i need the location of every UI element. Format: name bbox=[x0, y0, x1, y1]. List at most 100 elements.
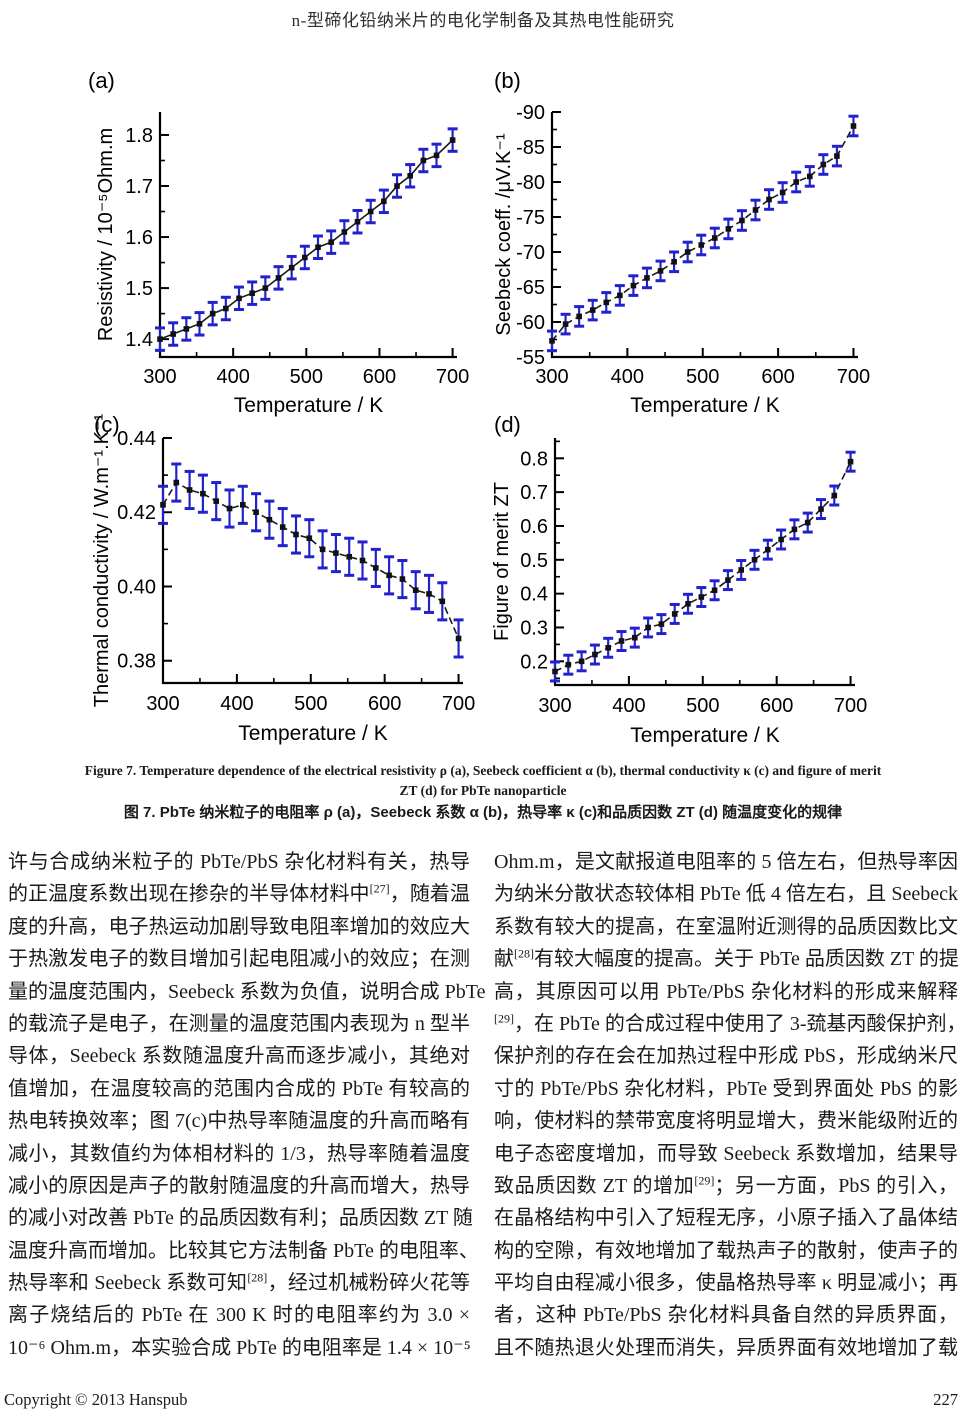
x-tick-label: 300 bbox=[143, 366, 176, 388]
data-point-marker bbox=[367, 208, 374, 215]
data-point-marker bbox=[266, 516, 273, 523]
data-point-marker bbox=[346, 553, 353, 560]
data-point-marker bbox=[778, 536, 784, 543]
data-point-marker bbox=[449, 137, 456, 143]
data-point-marker bbox=[381, 198, 387, 205]
body-text-line: 导体，Seebeck 系数随温度升高而逐步减小，其绝对 bbox=[8, 1045, 470, 1068]
figure-caption: Figure 7. Temperature dependence of the … bbox=[0, 761, 966, 824]
y-tick-label: 0.40 bbox=[117, 576, 156, 598]
data-point-marker bbox=[603, 299, 610, 306]
body-column-left: 许与合成纳米粒子的 PbTe/PbS 杂化材料有关，热导 的正温度系数出现在掺杂的… bbox=[8, 846, 486, 1364]
data-point-marker bbox=[354, 218, 361, 225]
y-tick-label: 0.7 bbox=[520, 482, 548, 504]
y-tick-label: -75 bbox=[516, 207, 545, 229]
data-point-marker bbox=[850, 123, 857, 129]
x-tick-label: 300 bbox=[146, 693, 179, 715]
x-tick-label: 700 bbox=[837, 366, 870, 388]
data-point-marker bbox=[658, 621, 665, 627]
data-line bbox=[162, 481, 460, 639]
data-point-marker bbox=[630, 282, 637, 289]
data-point-marker bbox=[698, 594, 705, 600]
data-point-marker bbox=[293, 531, 299, 538]
body-text-line: 减小的原因是声子的散射随温度的升高而增大，热导 bbox=[8, 1174, 470, 1197]
data-point-marker bbox=[576, 313, 582, 320]
data-point-marker bbox=[592, 651, 598, 658]
data-point-marker bbox=[671, 259, 677, 265]
footer-copyright: Copyright © 2013 Hanspub bbox=[4, 1390, 188, 1409]
data-point-marker bbox=[226, 505, 233, 512]
data-point-marker bbox=[407, 173, 413, 179]
panel-label: (a) bbox=[88, 68, 115, 93]
data-point-marker bbox=[183, 326, 190, 332]
x-tick-label: 600 bbox=[368, 693, 401, 715]
body-text-line: 且不随热退火处理而消失，异质界面有效地增加了载 bbox=[494, 1336, 958, 1359]
y-tick-label: -70 bbox=[516, 242, 545, 264]
body-text-line: 者，这种 PbTe/PbS 杂化材料具备自然的异质界面， bbox=[494, 1304, 958, 1327]
data-point-marker bbox=[373, 565, 379, 571]
data-point-marker bbox=[420, 157, 427, 164]
data-point-marker bbox=[549, 338, 555, 344]
body-text-line: 为纳米分散状态较体相 PbTe 低 4 倍左右，且 Seebeck bbox=[494, 883, 958, 906]
x-tick-label: 600 bbox=[363, 366, 396, 388]
x-tick-label: 700 bbox=[436, 366, 469, 388]
y-tick-label: 0.5 bbox=[520, 550, 548, 572]
data-point-marker bbox=[793, 179, 799, 185]
x-tick-label: 500 bbox=[294, 693, 327, 715]
y-tick-label: -60 bbox=[516, 312, 545, 334]
caption-line-en-1: Figure 7. Temperature dependence of the … bbox=[84, 763, 882, 778]
y-tick-label: -55 bbox=[516, 347, 545, 369]
data-point-marker bbox=[262, 285, 269, 291]
data-point-marker bbox=[240, 502, 246, 508]
data-point-marker bbox=[200, 490, 206, 497]
body-text-line: 热导率和 Seebeck 系数可知[28]，经过机械粉碎火花等 bbox=[8, 1270, 470, 1295]
data-point-marker bbox=[279, 524, 286, 530]
data-point-marker bbox=[685, 600, 691, 607]
panel-label: (d) bbox=[494, 412, 521, 437]
paper-title: n-型碲化铅纳米片的电化学制备及其热电性能研究 bbox=[291, 11, 675, 30]
axis-lines bbox=[553, 438, 855, 687]
data-point-marker bbox=[618, 638, 625, 644]
chart-a: (a) 300 400 500 600 700 1.4 1.5 1.6 1.7 1.8 Tempera… bbox=[88, 68, 469, 417]
body-text-line: 量的温度范围内，Seebeck 系数为负值，说明合成 PbTe bbox=[8, 980, 486, 1003]
data-point-marker bbox=[711, 587, 718, 594]
data-point-marker bbox=[213, 498, 220, 504]
data-point-marker bbox=[160, 502, 166, 508]
data-point-marker bbox=[578, 658, 585, 665]
x-axis-title: Temperature / K bbox=[234, 394, 383, 417]
footer-page-number: 227 bbox=[933, 1390, 958, 1409]
body-text-line: 构的空隙，有效地增加了载热声子的散射，使声子的 bbox=[494, 1239, 958, 1262]
data-point-marker bbox=[831, 492, 838, 499]
data-point-marker bbox=[657, 268, 664, 274]
data-point-marker bbox=[394, 183, 400, 189]
data-point-marker bbox=[170, 331, 176, 337]
data-point-marker bbox=[455, 635, 462, 642]
data-point-marker bbox=[439, 598, 446, 605]
body-text-line: 系数有较大的提高，在室温附近测得的品质因数比文 bbox=[494, 915, 958, 938]
body-text-line: 的载流子是电子，在测量的温度范围内表现为 n 型半 bbox=[8, 1012, 470, 1035]
caption-line-zh: 图 7. PbTe 纳米粒子的电阻率 ρ (a)，Seebeck 系数 α (b… bbox=[123, 804, 843, 821]
data-point-marker bbox=[386, 572, 392, 579]
body-text-line: 离子烧结后的 PbTe 在 300 K 时的电阻率约为 3.0 × bbox=[8, 1304, 470, 1327]
data-point-marker bbox=[315, 244, 321, 251]
data-point-marker bbox=[725, 577, 731, 583]
x-tick-label: 500 bbox=[290, 366, 323, 388]
x-axis-title: Temperature / K bbox=[238, 722, 387, 745]
y-tick-label: 0.8 bbox=[520, 448, 548, 470]
data-point-marker bbox=[752, 207, 759, 213]
data-point-marker bbox=[302, 254, 308, 261]
y-axis-title: Seebeck coeff. /μV.K⁻¹ bbox=[493, 133, 515, 336]
y-axis-title: Figure of merit ZT bbox=[491, 482, 513, 641]
data-point-marker bbox=[236, 295, 242, 302]
data-point-marker bbox=[565, 661, 572, 668]
panel-label: (b) bbox=[494, 68, 521, 93]
data-point-marker bbox=[806, 173, 813, 180]
data-point-marker bbox=[589, 307, 596, 313]
data-point-marker bbox=[765, 546, 771, 553]
y-tick-label: 0.6 bbox=[520, 516, 548, 538]
data-point-marker bbox=[791, 526, 798, 533]
chart-b: (b) 300 400 500 600 700 -90 -85 -80 -75 -70 -65 -60 -… bbox=[493, 68, 870, 417]
y-tick-label: 0.44 bbox=[117, 428, 156, 450]
body-text-line: 寸的 PbTe/PbS 杂化材料，PbTe 受到界面处 PbS 的影 bbox=[494, 1077, 958, 1100]
data-point-marker bbox=[834, 153, 840, 159]
data-point-marker bbox=[275, 275, 282, 281]
